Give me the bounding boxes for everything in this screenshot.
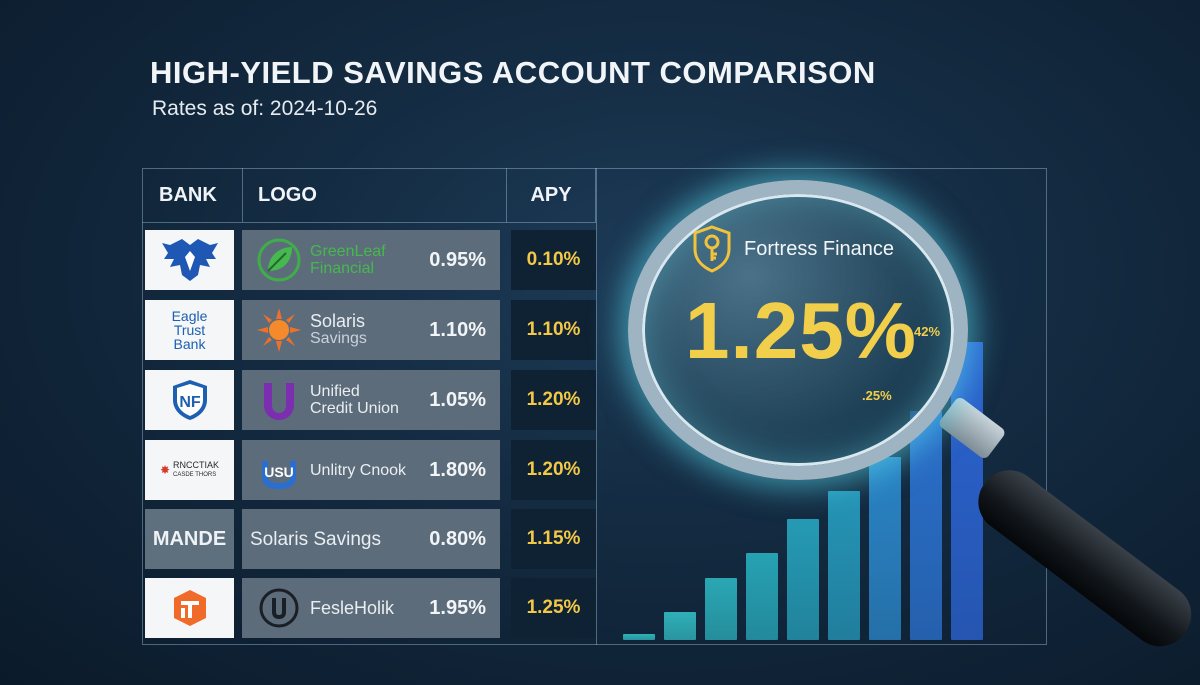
svg-text:NF: NF xyxy=(179,394,201,411)
column-header-apy: APY xyxy=(507,168,596,223)
rate-value: 1.80% xyxy=(429,458,486,481)
bank-text-line2: CASDE THORS xyxy=(173,472,217,478)
key-shield-icon xyxy=(693,225,731,273)
usu-icon: USU xyxy=(262,461,296,489)
column-divider xyxy=(596,168,597,645)
bank-text: MANDE xyxy=(152,527,227,550)
bank-logo-cell: Eagle Trust Bank xyxy=(145,300,234,360)
page-subtitle: Rates as of: 2024-10-26 xyxy=(152,97,378,120)
shield-icon: NF xyxy=(172,380,207,420)
rate-value: 1.95% xyxy=(429,596,486,619)
bank-name-line2: Savings xyxy=(310,330,367,347)
apy-value: 0.10% xyxy=(511,230,596,290)
table-header: BANK LOGO APY xyxy=(142,168,596,223)
table-row: MANDE Solaris Savings 0.80% 1.15% xyxy=(145,509,596,569)
rate-bar xyxy=(664,612,696,640)
bank-info-cell: Unified Credit Union 1.05% xyxy=(242,370,500,430)
bank-name: Solaris xyxy=(310,311,366,331)
rate-bar xyxy=(951,342,983,640)
bank-name-line2: Credit Union xyxy=(310,400,399,417)
bar-label: .25% xyxy=(862,388,892,403)
table-row: FesleHolik 1.95% 1.25% xyxy=(145,578,596,638)
rate-value: 0.95% xyxy=(429,248,486,271)
bank-info-cell: GreenLeaf Financial 0.95% xyxy=(242,230,500,290)
table-row: ✸ RNCCTIAK CASDE THORS USU Unlitry Cnook… xyxy=(145,440,596,500)
table-row: Eagle Trust Bank Solaris Savings 1.10% 1… xyxy=(145,300,596,360)
fi-icon xyxy=(173,590,206,626)
apy-value: 1.10% xyxy=(511,300,596,360)
bank-text-line2: Trust xyxy=(173,322,206,338)
bank-text-line1: Eagle xyxy=(171,308,208,324)
column-header-logo: LOGO xyxy=(243,168,507,223)
apy-value: 1.25% xyxy=(511,578,596,638)
rate-bar xyxy=(787,519,819,640)
u-icon xyxy=(264,383,294,420)
svg-text:USU: USU xyxy=(264,464,294,480)
table-frame xyxy=(142,168,1047,645)
bank-logo-cell xyxy=(145,578,234,638)
bank-info-cell: FesleHolik 1.95% xyxy=(242,578,500,638)
bank-name: Unified xyxy=(310,383,360,400)
bank-logo-cell: ✸ RNCCTIAK CASDE THORS xyxy=(145,440,234,500)
table-row: NF Unified Credit Union 1.05% 1.20% xyxy=(145,370,596,430)
bank-info-cell: Solaris Savings 0.80% xyxy=(242,509,500,569)
highlight-rate: 1.25% xyxy=(685,286,917,375)
page-title: HIGH-YIELD SAVINGS ACCOUNT COMPARISON xyxy=(150,55,876,90)
bar-label: 42% xyxy=(914,324,941,339)
bank-name-line2: Financial xyxy=(310,260,375,277)
column-header-bank: BANK xyxy=(142,168,243,223)
bank-name: FesleHolik xyxy=(310,597,395,618)
eagle-icon xyxy=(161,239,218,281)
bank-info-cell: Solaris Savings 1.10% xyxy=(242,300,500,360)
bank-name: Solaris Savings xyxy=(250,528,381,550)
bank-info-cell: USU Unlitry Cnook 1.80% xyxy=(242,440,500,500)
rate-value: 1.10% xyxy=(429,318,486,341)
rate-bar xyxy=(746,553,778,640)
leaf-icon xyxy=(257,238,301,282)
bank-name: Unlitry Cnook xyxy=(310,461,407,479)
bank-text-line3: Bank xyxy=(173,336,206,352)
rate-value: 1.05% xyxy=(429,388,486,411)
rate-bars xyxy=(620,330,983,640)
apy-value: 1.20% xyxy=(511,370,596,430)
bank-logo-cell: MANDE xyxy=(145,509,234,569)
apy-value: 1.15% xyxy=(511,509,596,569)
rate-bar xyxy=(623,634,655,640)
bank-text-line1: RNCCTIAK xyxy=(173,460,220,470)
star-icon: ✸ xyxy=(159,463,171,477)
rate-bar xyxy=(705,578,737,640)
highlight-bank-name: Fortress Finance xyxy=(744,238,895,260)
apy-value: 1.20% xyxy=(511,440,596,500)
bank-name: GreenLeaf xyxy=(310,243,386,260)
rate-value: 0.80% xyxy=(429,527,486,550)
u-circle-icon xyxy=(259,588,299,628)
rate-bar xyxy=(869,457,901,640)
table-row: GreenLeaf Financial 0.95% 0.10% xyxy=(145,230,596,290)
rate-bar xyxy=(910,411,942,640)
bank-logo-cell xyxy=(145,230,234,290)
sun-icon xyxy=(257,308,301,352)
rate-bar xyxy=(828,491,860,640)
bank-logo-cell: NF xyxy=(145,370,234,430)
